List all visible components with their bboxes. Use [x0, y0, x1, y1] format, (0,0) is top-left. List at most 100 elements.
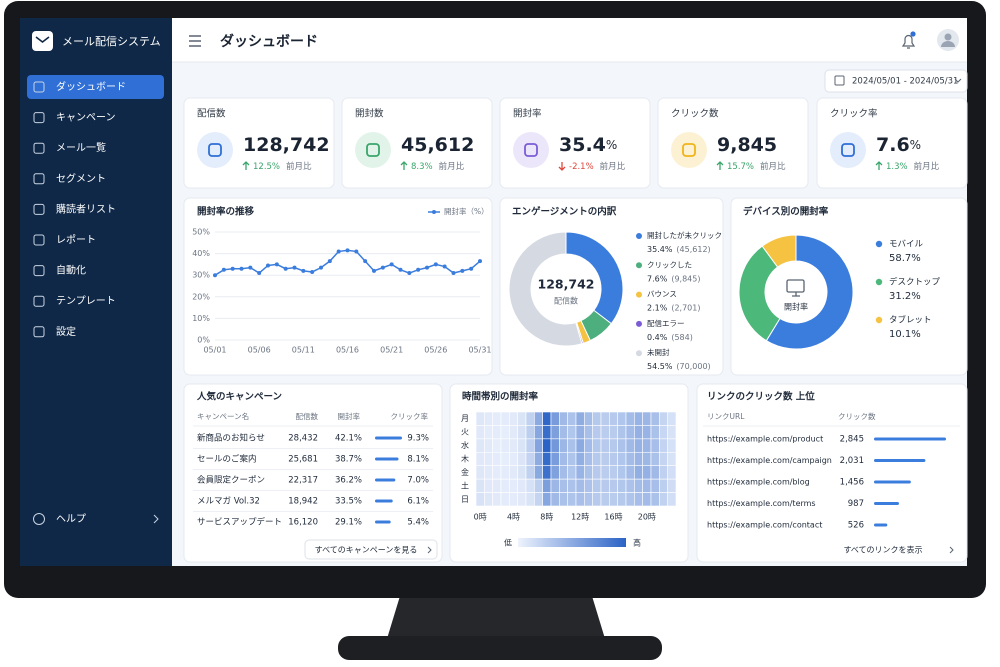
- heat-cell: [575, 411, 585, 426]
- click-bar: [874, 480, 911, 484]
- point: [380, 265, 385, 270]
- point: [230, 266, 235, 271]
- heat-cell: [525, 492, 535, 507]
- heat-cell: [542, 451, 552, 467]
- heat-cell: [484, 465, 493, 480]
- click-bar: [874, 437, 946, 441]
- heat-cell: [500, 438, 510, 453]
- click-bar: [375, 520, 391, 524]
- nav-item[interactable]: テンプレート: [33, 295, 116, 307]
- heat-cell: [600, 492, 610, 507]
- nav-item[interactable]: 自動化: [33, 264, 86, 277]
- nav-item[interactable]: 購読者リスト: [33, 202, 116, 215]
- percent: 35.4%: [647, 245, 673, 254]
- heat-cell: [634, 438, 643, 453]
- heat-cell: [500, 425, 510, 440]
- legend-label: 配信エラー: [647, 319, 685, 328]
- heat-cell: [642, 411, 652, 426]
- heat-cell: [609, 478, 618, 493]
- heat-cell: [617, 411, 627, 426]
- heat-cell: [617, 478, 627, 493]
- kpi-icon-bg: [197, 132, 233, 168]
- kpi-value: 35.4%: [559, 134, 617, 156]
- nav-item[interactable]: メール一覧: [33, 141, 106, 154]
- menu-button[interactable]: [189, 35, 201, 47]
- heat-cell: [592, 492, 602, 507]
- legend-label: 開封したが未クリック: [647, 230, 722, 240]
- kpi-number: 7.6: [876, 134, 910, 156]
- heat-cell: [492, 492, 502, 507]
- heat-cell: [567, 492, 577, 507]
- chart-title: エンゲージメントの内訳: [512, 206, 617, 218]
- trend-arrow: [558, 162, 566, 171]
- heat-cell: [650, 438, 660, 453]
- legend-label: タブレット: [889, 315, 932, 326]
- heat-cell: [600, 425, 610, 440]
- heat-cell: [484, 451, 493, 467]
- percent: 54.5%: [647, 362, 673, 371]
- chevron: [949, 546, 954, 554]
- x-tick-label: 05/31: [468, 346, 491, 355]
- kpi-number: 128,742: [243, 134, 330, 156]
- legend-label: バウンス: [647, 290, 677, 299]
- click-rate: 6.1%: [407, 497, 429, 507]
- nav-item[interactable]: レポート: [33, 234, 96, 246]
- heat-cell: [484, 411, 493, 426]
- nav-item[interactable]: ダッシュボード: [27, 75, 164, 99]
- heat-cell: [634, 465, 643, 480]
- click-bar: [375, 478, 396, 482]
- column-header: 開封率: [338, 411, 361, 421]
- help-link[interactable]: ヘルプ: [33, 513, 159, 525]
- open-rate: 29.1%: [335, 518, 362, 528]
- avatar[interactable]: [937, 29, 959, 51]
- point: [283, 266, 288, 271]
- click-rate: 8.1%: [407, 455, 429, 465]
- campaign-name: 会員限定クーポン: [197, 475, 265, 486]
- heat-cell: [625, 438, 635, 453]
- nav-icon: [33, 295, 45, 307]
- trend-arrow: [400, 161, 408, 170]
- kpi-change: 8.3% 前月比: [411, 161, 465, 172]
- campaigns-link[interactable]: すべてのキャンペーンを見る: [304, 539, 438, 560]
- heat-cell: [609, 451, 618, 467]
- heat-cell: [667, 478, 677, 493]
- heat-cell: [475, 478, 485, 493]
- legend-value: 58.7%: [889, 253, 921, 264]
- legend-dot: [875, 240, 883, 248]
- column-label: 12時: [571, 513, 589, 522]
- header: [172, 18, 967, 62]
- column-header: リンクURL: [707, 412, 745, 421]
- notification-button[interactable]: [901, 31, 916, 49]
- heat-cell: [517, 438, 527, 453]
- heat-cell: [517, 465, 527, 480]
- point: [310, 269, 315, 274]
- kpi-number: 9,845: [717, 134, 777, 156]
- links-link[interactable]: すべてのリンクを表示: [843, 545, 954, 555]
- nav-item[interactable]: キャンペーン: [33, 112, 116, 124]
- point: [257, 271, 262, 276]
- nav-item[interactable]: セグメント: [33, 172, 106, 185]
- change-value: 15.7%: [727, 162, 754, 172]
- heat-cell: [492, 411, 502, 426]
- heat-cell: [600, 478, 610, 493]
- kpi-value: 9,845: [717, 134, 777, 156]
- point: [363, 259, 368, 264]
- nav-active: [27, 75, 164, 99]
- heat-cell: [625, 451, 635, 467]
- open-rate: 36.2%: [335, 476, 362, 486]
- chart-title: デバイス別の開封率: [743, 206, 829, 218]
- heat-cell: [634, 478, 643, 493]
- heat-cell: [525, 478, 535, 493]
- heat-cell: [659, 411, 668, 426]
- column-label: 16時: [604, 513, 622, 522]
- kpi-label: 開封率: [513, 108, 542, 120]
- heat-cell: [584, 465, 593, 480]
- kpi-label: 配信数: [197, 108, 226, 120]
- percent: 7.6%: [647, 274, 668, 283]
- kpi-change: -2.1% 前月比: [569, 161, 626, 172]
- nav-item[interactable]: 設定: [33, 326, 76, 338]
- date-range-button[interactable]: 2024/05/01 - 2024/05/31: [824, 69, 968, 93]
- point: [433, 262, 438, 267]
- heat-cell: [584, 451, 593, 467]
- legend-low: 低: [504, 538, 512, 548]
